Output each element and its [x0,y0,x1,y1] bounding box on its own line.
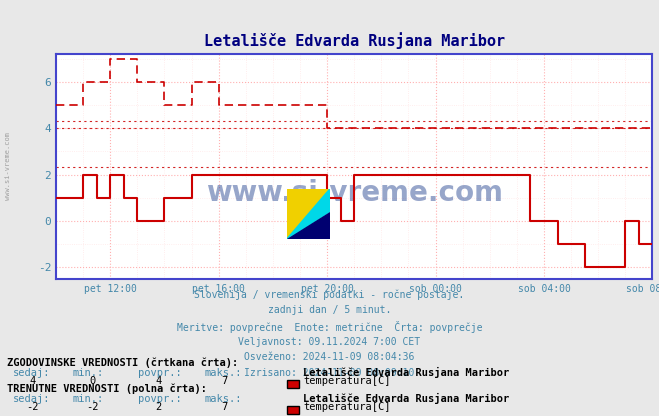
Text: Letališče Edvarda Rusjana Maribor: Letališče Edvarda Rusjana Maribor [303,392,509,404]
Text: temperatura[C]: temperatura[C] [303,402,391,412]
Text: sedaj:: sedaj: [13,394,51,404]
Text: 4: 4 [155,376,161,386]
Text: povpr.:: povpr.: [138,394,182,404]
Text: 2: 2 [155,402,161,412]
Text: -2: -2 [86,402,98,412]
Title: Letališče Edvarda Rusjana Maribor: Letališče Edvarda Rusjana Maribor [204,32,505,49]
Text: Letališče Edvarda Rusjana Maribor: Letališče Edvarda Rusjana Maribor [303,366,509,378]
Text: -2: -2 [27,402,39,412]
Polygon shape [287,189,330,239]
Text: maks.:: maks.: [204,368,242,378]
Text: Meritve: povprečne  Enote: metrične  Črta: povprečje: Meritve: povprečne Enote: metrične Črta:… [177,321,482,333]
Polygon shape [287,212,330,239]
Text: maks.:: maks.: [204,394,242,404]
Text: ZGODOVINSKE VREDNOSTI (črtkana črta):: ZGODOVINSKE VREDNOSTI (črtkana črta): [7,358,238,368]
Text: 7: 7 [221,402,227,412]
Text: www.si-vreme.com: www.si-vreme.com [206,179,503,207]
Text: Osveženo: 2024-11-09 08:04:36: Osveženo: 2024-11-09 08:04:36 [244,352,415,362]
Text: Slovenija / vremenski podatki - ročne postaje.: Slovenija / vremenski podatki - ročne po… [194,289,465,300]
Text: 0: 0 [89,376,96,386]
Text: TRENUTNE VREDNOSTI (polna črta):: TRENUTNE VREDNOSTI (polna črta): [7,384,206,394]
Text: min.:: min.: [72,368,103,378]
Text: 4: 4 [30,376,36,386]
Text: povpr.:: povpr.: [138,368,182,378]
Text: sedaj:: sedaj: [13,368,51,378]
Text: www.si-vreme.com: www.si-vreme.com [5,132,11,201]
Polygon shape [287,189,330,239]
Text: 7: 7 [221,376,227,386]
Text: Veljavnost: 09.11.2024 7:00 CET: Veljavnost: 09.11.2024 7:00 CET [239,337,420,347]
Text: Izrisano: 2024-11-09 08:09:10: Izrisano: 2024-11-09 08:09:10 [244,368,415,378]
Text: min.:: min.: [72,394,103,404]
Text: zadnji dan / 5 minut.: zadnji dan / 5 minut. [268,305,391,315]
Text: temperatura[C]: temperatura[C] [303,376,391,386]
